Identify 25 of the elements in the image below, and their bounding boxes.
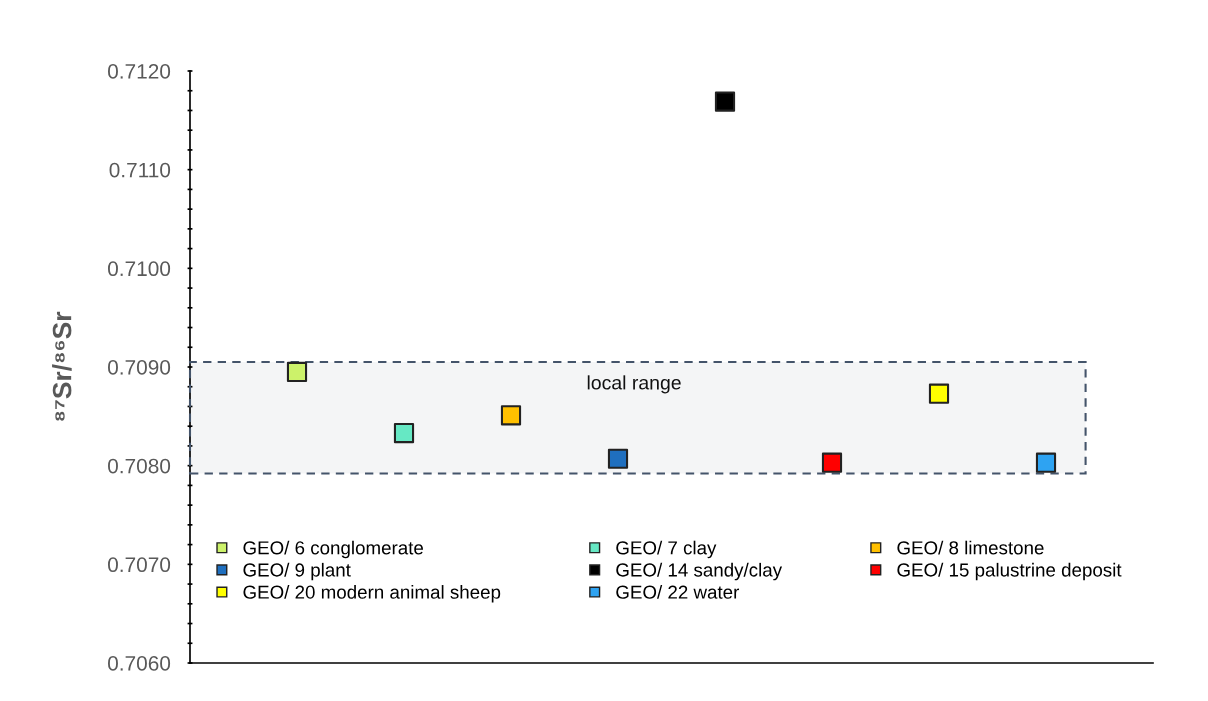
y-tick-label: 0.7110 <box>109 162 171 178</box>
legend-label: GEO/ 8 limestone <box>897 540 1044 555</box>
legend-label: GEO/ 9 plant <box>243 562 351 581</box>
legend-label: GEO/ 22 water <box>616 585 740 599</box>
point <box>500 405 522 426</box>
legend-label: GEO/ 20 modern animal sheep <box>243 585 501 603</box>
y-tick-label: 0.7120 <box>108 64 171 79</box>
point <box>607 448 629 469</box>
y-tick-label: 0.7100 <box>108 261 171 277</box>
y-axis-title: ⁸⁷Sr/⁸⁶Sr <box>52 311 72 421</box>
point <box>1035 452 1057 473</box>
y-tick-label: 0.7080 <box>108 458 171 474</box>
legend-label: GEO/ 15 palustrine deposit <box>897 562 1122 581</box>
legend-label: GEO/ 7 clay <box>616 540 717 559</box>
y-tick-label: 0.7090 <box>108 360 171 375</box>
band-label: local range <box>587 375 681 394</box>
point <box>286 361 308 383</box>
point <box>714 91 736 112</box>
point <box>393 423 415 444</box>
legend-label: GEO/ 14 sandy/clay <box>616 562 783 581</box>
point <box>821 452 843 473</box>
y-tick-label: 0.7070 <box>108 557 171 573</box>
legend-label: GEO/ 6 conglomerate <box>243 540 424 559</box>
y-tick-label: 0.7060 <box>108 656 171 671</box>
point <box>928 383 950 404</box>
